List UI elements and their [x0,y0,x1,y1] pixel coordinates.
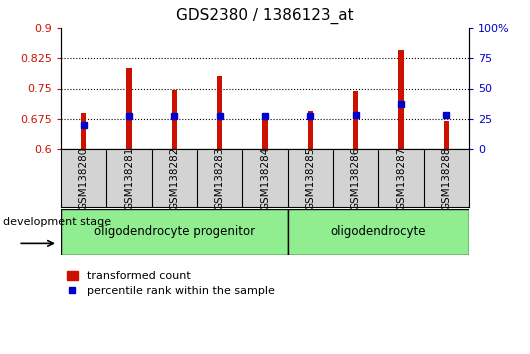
Bar [288,209,469,255]
Text: development stage: development stage [3,217,111,227]
Bar [126,68,131,149]
Bar [353,91,358,149]
Bar [444,121,449,149]
Bar [81,113,86,149]
Text: GSM138282: GSM138282 [169,146,179,210]
Text: oligodendrocyte: oligodendrocyte [331,225,426,238]
Bar [262,113,268,149]
Legend: transformed count, percentile rank within the sample: transformed count, percentile rank withi… [66,271,275,296]
Text: GSM138288: GSM138288 [441,146,452,210]
Text: GSM138283: GSM138283 [215,146,225,210]
Bar [172,90,177,149]
Text: GSM138281: GSM138281 [124,146,134,210]
Title: GDS2380 / 1386123_at: GDS2380 / 1386123_at [176,8,354,24]
Text: GSM138280: GSM138280 [78,146,89,210]
Text: GSM138286: GSM138286 [351,146,361,210]
Text: GSM138287: GSM138287 [396,146,406,210]
Text: GSM138284: GSM138284 [260,146,270,210]
Bar [61,209,288,255]
Bar [307,111,313,149]
Text: oligodendrocyte progenitor: oligodendrocyte progenitor [94,225,255,238]
Text: GSM138285: GSM138285 [305,146,315,210]
Bar [217,76,223,149]
Bar [399,50,404,149]
